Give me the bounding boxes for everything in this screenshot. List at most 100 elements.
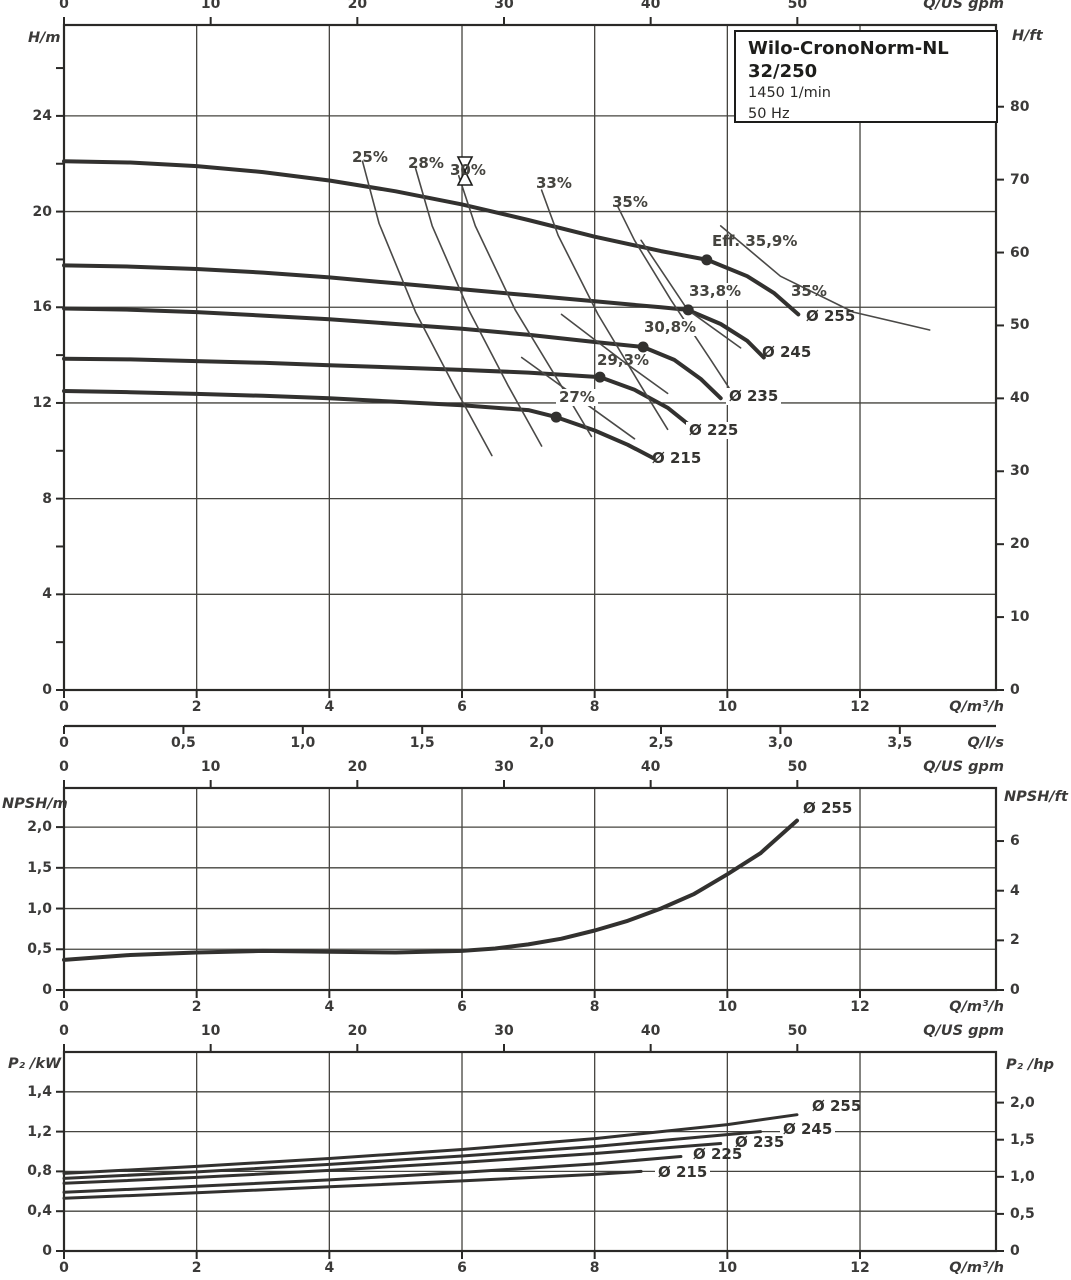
- tick-label: 1,5: [1010, 1131, 1035, 1148]
- tick-label: 6: [1010, 833, 1020, 850]
- axis-title-p-hp: P₂ /hp: [1006, 1057, 1055, 1073]
- curve-eff-35-left: [617, 206, 739, 402]
- tick-label: 8: [589, 1260, 600, 1276]
- impeller-diameter-label: Ø 255: [803, 799, 853, 817]
- tick-label: 20: [32, 203, 52, 220]
- tick-label: 0: [1010, 982, 1020, 998]
- tick-label: 0: [59, 999, 69, 1015]
- impeller-diameter-label: Ø 235: [726, 388, 782, 405]
- tick-label: 8: [589, 999, 600, 1015]
- tick-label: 4: [42, 586, 52, 603]
- tick-label: 50: [787, 1023, 808, 1039]
- tick-label: 40: [640, 759, 661, 775]
- axis-title-q-l-s: Q/l/s: [967, 735, 1004, 751]
- bep-dot: [637, 341, 649, 353]
- tick-label: 20: [347, 0, 368, 12]
- tick-label: 1,4: [27, 1083, 52, 1100]
- curve-p2-255: [62, 1113, 799, 1175]
- impeller-diameter-label: Ø 235: [735, 1133, 785, 1151]
- tick-label: 6: [457, 1260, 467, 1276]
- tick-label: 3,5: [887, 735, 913, 751]
- tick-label: 30: [494, 759, 514, 775]
- axis-title-q-m-h: Q/m³/h: [949, 1260, 1004, 1276]
- impeller-diameter-label: Ø 215: [655, 1164, 711, 1181]
- tick-label: 20: [1010, 536, 1030, 553]
- efficiency-label: 35%: [791, 282, 827, 300]
- impeller-diameter-label: Ø 245: [780, 1121, 836, 1138]
- tick-label: 0,5: [27, 941, 52, 958]
- tick-label: 60: [1010, 244, 1030, 261]
- curve-impeller-245: [62, 263, 766, 360]
- curve-p2-245: [62, 1130, 762, 1180]
- tick-label: 0: [1010, 1243, 1020, 1259]
- curve-impeller-255: [62, 159, 801, 317]
- tick-label: 50: [787, 0, 808, 12]
- tick-label: 70: [1010, 171, 1030, 188]
- axis-title-q-us-gpm: Q/US gpm: [923, 759, 1004, 775]
- efficiency-label: 29,3%: [597, 351, 650, 369]
- impeller-diameter-label: Ø 225: [686, 422, 742, 439]
- tick-label: 0,5: [1010, 1205, 1035, 1222]
- axis-title-npsh-ft: NPSH/ft: [1004, 789, 1068, 805]
- tick-label: 20: [347, 759, 368, 775]
- pump-title-box: Wilo-CronoNorm-NL 32/250 1450 1/min 50 H…: [734, 30, 998, 123]
- efficiency-label: 28%: [408, 154, 444, 172]
- efficiency-label: Eff. 35,9%: [712, 232, 798, 250]
- tick-label: 20: [347, 1023, 368, 1039]
- tick-label: 1,0: [1010, 1168, 1035, 1185]
- axis-title-q-us-gpm: Q/US gpm: [923, 0, 1004, 12]
- tick-label: 4: [1010, 882, 1020, 899]
- curve-npsh-255: [62, 818, 799, 962]
- tick-label: 10: [200, 0, 221, 12]
- tick-label: 2: [191, 999, 202, 1015]
- tick-label: 1,0: [290, 735, 316, 751]
- curve-p2-235: [62, 1142, 723, 1185]
- tick-label: 40: [640, 1023, 661, 1039]
- tick-label: 30: [494, 1023, 514, 1039]
- efficiency-label: 35%: [612, 193, 648, 211]
- tick-label: 0,4: [27, 1203, 52, 1220]
- tick-label: 0: [59, 1260, 69, 1276]
- axis-title-q-us-gpm: Q/US gpm: [923, 1023, 1004, 1039]
- tick-label: 6: [457, 999, 467, 1015]
- tick-label: 12: [850, 999, 870, 1015]
- efficiency-label: 33,8%: [686, 283, 745, 300]
- plot-border: [62, 786, 998, 992]
- tick-label: 12: [850, 699, 870, 715]
- tick-label: 4: [324, 699, 335, 715]
- tick-label: 50: [787, 759, 808, 775]
- tick-label: 40: [1010, 390, 1030, 407]
- curve-impeller-235: [62, 306, 723, 401]
- axis-title-h-ft: H/ft: [1012, 28, 1043, 44]
- tick-label: 2: [191, 1260, 202, 1276]
- busy-cursor-icon: [456, 156, 474, 186]
- tick-label: 0: [59, 0, 69, 12]
- bep-dot: [682, 304, 694, 316]
- tick-label: 2,0: [27, 819, 52, 836]
- tick-label: 12: [32, 394, 52, 411]
- efficiency-label: 30,8%: [641, 319, 700, 336]
- tick-label: 16: [32, 299, 52, 316]
- impeller-diameter-label: Ø 255: [806, 307, 856, 325]
- curve-impeller-215: [62, 389, 656, 460]
- tick-label: 50: [1010, 317, 1030, 334]
- tick-label: 0: [42, 982, 52, 998]
- tick-label: 6: [457, 699, 467, 715]
- curve-eff-30-right: [560, 313, 669, 395]
- curve-eff-35-right: [719, 225, 931, 331]
- axis-title-h-m: H/m: [28, 30, 61, 46]
- tick-label: 30: [494, 0, 514, 12]
- tick-label: 0,8: [27, 1163, 52, 1180]
- tick-label: 8: [589, 699, 600, 715]
- tick-label: 1,0: [27, 900, 52, 917]
- efficiency-label: 27%: [556, 389, 598, 406]
- tick-label: 0: [59, 1023, 69, 1039]
- curve-p2-215: [62, 1169, 643, 1200]
- impeller-diameter-label: Ø 245: [762, 343, 812, 361]
- tick-label: 3,0: [768, 735, 793, 751]
- tick-label: 1,5: [27, 859, 52, 876]
- impeller-diameter-label: Ø 225: [693, 1145, 743, 1163]
- pump-model-title: Wilo-CronoNorm-NL 32/250: [748, 38, 949, 82]
- efficiency-label: 30%: [450, 161, 486, 179]
